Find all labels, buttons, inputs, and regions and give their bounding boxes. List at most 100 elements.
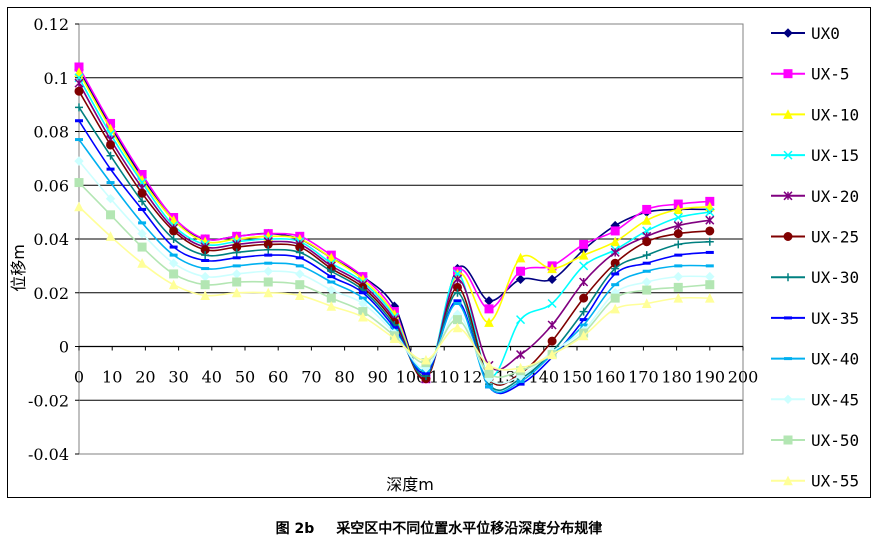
legend-label: UX-35 — [811, 309, 859, 328]
data-point — [641, 215, 652, 225]
legend-marker — [783, 394, 793, 405]
x-tick-label: 30 — [168, 368, 188, 387]
x-axis-label: 深度m — [386, 475, 434, 494]
data-point — [75, 138, 83, 142]
data-point — [515, 274, 526, 285]
data-point — [611, 283, 620, 287]
legend-marker — [784, 273, 792, 282]
data-point — [295, 256, 304, 260]
data-point — [201, 251, 210, 260]
data-point — [579, 261, 589, 271]
data-point — [74, 156, 84, 166]
data-point — [642, 269, 651, 273]
data-point — [611, 272, 620, 276]
data-point — [705, 264, 714, 268]
y-tick-label: 0.08 — [33, 123, 69, 142]
data-point — [705, 215, 715, 225]
data-point — [327, 280, 336, 284]
chart-frame — [7, 7, 871, 498]
data-point — [327, 275, 336, 279]
legend-item: UX-45 — [771, 390, 859, 409]
data-point — [579, 307, 588, 316]
data-point — [485, 385, 494, 389]
legend-item: UX-40 — [771, 350, 859, 369]
series-line — [78, 71, 710, 378]
legend-item: UX0 — [771, 24, 840, 43]
legend-marker — [783, 150, 793, 160]
x-tick-label: 70 — [301, 368, 321, 387]
data-point — [705, 271, 715, 282]
data-point — [74, 201, 84, 212]
data-point — [705, 250, 714, 254]
data-point — [326, 293, 336, 303]
y-axis-label: 位移m — [9, 244, 28, 292]
legend-item: UX-30 — [771, 268, 859, 287]
data-point — [231, 269, 242, 279]
data-point — [673, 293, 684, 303]
legend-label: UX-55 — [811, 472, 859, 491]
data-point — [579, 239, 589, 249]
data-point — [327, 267, 336, 276]
data-point — [106, 210, 116, 220]
data-point — [484, 296, 494, 306]
legend-marker — [783, 191, 793, 201]
data-point — [705, 280, 715, 290]
data-point — [168, 258, 179, 268]
x-tick-label: 180 — [661, 368, 692, 387]
legend-marker — [784, 316, 792, 320]
data-point — [516, 350, 526, 360]
data-point — [610, 293, 620, 303]
x-tick-label: 150 — [562, 368, 593, 387]
data-point — [263, 266, 273, 276]
data-point — [579, 318, 588, 322]
series-line — [78, 66, 710, 380]
data-point — [484, 304, 494, 314]
data-point — [137, 228, 147, 239]
data-point — [547, 274, 557, 285]
data-point — [579, 323, 588, 327]
data-point — [358, 311, 368, 322]
data-point — [264, 253, 273, 257]
data-point — [421, 371, 430, 375]
data-point — [674, 240, 683, 249]
data-point — [704, 293, 715, 303]
x-tick-label: 50 — [235, 368, 255, 387]
x-tick-label: 90 — [368, 368, 388, 387]
y-tick-label: 0.02 — [33, 284, 69, 303]
data-point — [453, 302, 462, 305]
data-point — [389, 333, 400, 343]
data-point — [231, 287, 242, 298]
data-point — [452, 274, 463, 284]
y-tick-label: 0.06 — [33, 176, 69, 195]
data-point — [516, 266, 526, 276]
x-tick-label: 40 — [202, 368, 222, 387]
data-point — [106, 140, 116, 150]
data-point — [547, 320, 557, 330]
data-point — [264, 245, 273, 254]
legend-label: UX-15 — [811, 146, 859, 165]
data-point — [137, 258, 147, 268]
data-point — [169, 245, 178, 249]
data-point — [452, 315, 462, 325]
legend-label: UX-45 — [811, 390, 859, 409]
legend-label: UX-30 — [811, 268, 859, 287]
data-point — [169, 253, 178, 257]
x-tick-label: 20 — [135, 368, 155, 387]
x-tick-label: 0 — [74, 368, 84, 387]
series-UX-50 — [74, 178, 715, 378]
legend-marker — [783, 69, 793, 79]
y-tick-label: -0.04 — [28, 445, 69, 464]
data-point — [516, 315, 526, 325]
data-point — [106, 151, 115, 160]
x-tick-label: 160 — [595, 368, 626, 387]
legend-item: UX-25 — [771, 228, 859, 247]
data-point — [169, 226, 179, 236]
legend-item: UX-20 — [771, 187, 859, 206]
data-point — [610, 236, 620, 247]
y-tick-label: 0.04 — [33, 230, 69, 249]
data-point — [232, 277, 242, 287]
legend-label: UX-20 — [811, 187, 859, 206]
data-point — [547, 336, 557, 346]
x-tick-label: 80 — [334, 368, 354, 387]
data-point — [358, 296, 367, 300]
